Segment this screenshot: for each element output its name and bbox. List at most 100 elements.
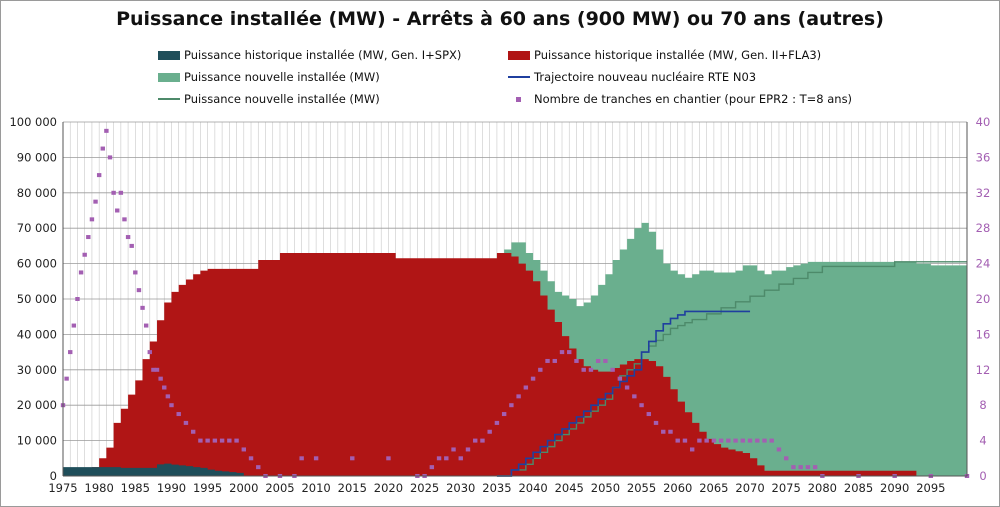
chantier-dot [603, 358, 608, 363]
legend-item-rte: Trajectoire nouveau nucléaire RTE N03 [508, 68, 756, 86]
y-tick-label: 100 000 [9, 115, 57, 129]
chantier-dot [100, 146, 105, 151]
legend-item-new-area: Puissance nouvelle installée (MW) [158, 68, 380, 86]
x-tick-label: 2065 [699, 481, 728, 495]
chantier-dot [205, 438, 210, 443]
chantier-dot [798, 465, 803, 470]
chantier-dot [115, 208, 120, 213]
chantier-dot [162, 385, 167, 390]
chantier-dot [75, 297, 80, 301]
chantier-dot [668, 429, 673, 434]
chantier-dot [93, 199, 98, 204]
legend-label-gen1: Puissance historique installée (MW, Gen.… [184, 48, 462, 62]
x-tick-label: 2030 [446, 481, 475, 495]
chantier-dot [151, 367, 156, 372]
legend-item-gen2: Puissance historique installée (MW, Gen.… [508, 46, 821, 64]
chantier-dot [733, 438, 738, 443]
chantier-dot [747, 438, 753, 443]
y-tick-label: 20 000 [17, 398, 57, 412]
y-tick-label: 50 000 [17, 292, 57, 306]
chantier-dot [458, 456, 463, 461]
chantier-dot [791, 465, 796, 470]
x-tick-label: 2055 [627, 481, 656, 495]
chantier-dot [198, 438, 203, 443]
chantier-dot [78, 270, 84, 275]
chantier-dot [248, 456, 254, 461]
chantier-dot [480, 438, 485, 443]
chantier-dot [776, 447, 782, 452]
x-tick-label: 2060 [663, 481, 692, 495]
chantier-dot [581, 367, 586, 372]
chantier-dot [129, 243, 134, 248]
legend-swatch-new-area [158, 72, 180, 82]
chantier-dot [740, 438, 746, 443]
chantier-dot [169, 403, 174, 408]
chantier-dot [122, 217, 127, 222]
legend-label-new-line: Puissance nouvelle installée (MW) [184, 92, 380, 106]
chantier-dot [212, 438, 218, 443]
chantier-dot [183, 420, 189, 425]
legend-item-chantier: Nombre de tranches en chantier (pour EPR… [508, 90, 852, 108]
chantier-dot [718, 438, 724, 443]
chantier-dot [726, 438, 731, 443]
x-tick-label: 2050 [591, 481, 620, 495]
chantier-dot [158, 376, 163, 381]
series-layer [60, 128, 970, 478]
x-tick-label: 2080 [808, 481, 837, 495]
legend-swatch-rte [508, 76, 530, 78]
legend-swatch-chantier [508, 95, 530, 104]
x-tick-label: 2005 [265, 481, 294, 495]
x-tick-label: 2090 [880, 481, 909, 495]
x-tick-label: 1990 [157, 481, 186, 495]
chantier-dot [769, 438, 774, 443]
chantier-dot [147, 350, 152, 355]
x-tick-label: 1980 [85, 481, 114, 495]
y-tick-label: 40 000 [17, 327, 57, 341]
x-tick-label: 2085 [844, 481, 873, 495]
chantier-dot [487, 429, 492, 434]
chantier-dot [704, 438, 709, 443]
chantier-dot [812, 465, 818, 470]
chantier-dot [176, 412, 181, 417]
x-tick-label: 2095 [916, 481, 945, 495]
y2-tick-label: 40 [976, 115, 991, 129]
chantier-dot [567, 350, 572, 355]
chantier-dot [595, 358, 601, 363]
chantier-dot [154, 367, 160, 372]
x-tick-label: 1995 [193, 481, 222, 495]
y-tick-label: 80 000 [17, 186, 57, 200]
chantier-dot [451, 447, 456, 452]
chantier-dot [234, 438, 239, 443]
chantier-dot [624, 385, 630, 390]
chantier-dot [86, 235, 91, 240]
chantier-dot [559, 350, 565, 355]
chantier-dot [697, 438, 702, 443]
chantier-dot [299, 456, 304, 461]
y2-tick-label: 28 [976, 221, 991, 235]
chantier-dot [313, 456, 319, 461]
chantier-dot [143, 323, 149, 328]
chantier-dot [165, 394, 171, 399]
y-tick-label: 70 000 [17, 221, 57, 235]
chantier-dot [682, 438, 688, 443]
chantier-dot [136, 288, 142, 293]
chantier-dot [675, 438, 680, 443]
chantier-dot [552, 358, 557, 363]
y-tick-label: 10 000 [17, 434, 57, 448]
chantier-dot [436, 456, 442, 461]
legend-swatch-new-line [158, 98, 180, 100]
y-tick-label: 30 000 [17, 363, 57, 377]
chart-legend: Puissance historique installée (MW, Gen.… [158, 46, 888, 116]
y2-tick-label: 20 [976, 292, 991, 306]
x-tick-label: 2020 [374, 481, 403, 495]
chantier-dot [588, 367, 594, 372]
chantier-dot [762, 438, 767, 443]
chantier-dot [125, 235, 131, 240]
legend-label-gen2: Puissance historique installée (MW, Gen.… [534, 48, 822, 62]
y-tick-label: 0 [50, 469, 57, 483]
chantier-dot [755, 438, 760, 443]
chantier-dot [538, 367, 543, 372]
legend-swatch-gen2 [508, 50, 530, 60]
chantier-dot [689, 447, 695, 452]
chantier-dot [350, 456, 355, 461]
